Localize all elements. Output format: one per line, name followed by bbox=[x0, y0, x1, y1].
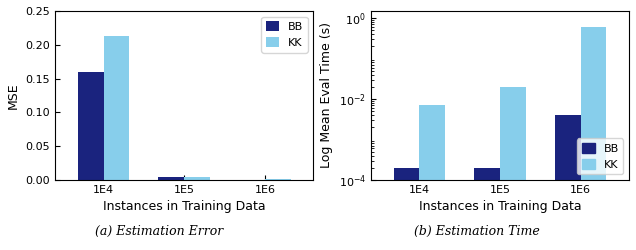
Text: (b) Estimation Time: (b) Estimation Time bbox=[414, 225, 540, 238]
Legend: BB, KK: BB, KK bbox=[261, 16, 308, 52]
Bar bbox=[104, 36, 129, 180]
Y-axis label: MSE: MSE bbox=[7, 82, 20, 109]
Bar bbox=[474, 18, 500, 168]
Bar bbox=[419, 18, 445, 105]
Bar bbox=[394, 18, 419, 180]
Bar bbox=[581, 24, 607, 180]
Bar bbox=[158, 177, 184, 180]
Bar bbox=[265, 179, 291, 180]
Bar bbox=[500, 18, 526, 87]
Bar bbox=[419, 18, 445, 180]
X-axis label: Instances in Training Data: Instances in Training Data bbox=[418, 200, 581, 213]
Bar bbox=[555, 18, 581, 180]
Legend: BB, KK: BB, KK bbox=[577, 138, 623, 174]
Bar bbox=[394, 18, 419, 168]
Bar bbox=[500, 18, 526, 180]
Y-axis label: Log Mean Eval Time (s): Log Mean Eval Time (s) bbox=[320, 22, 333, 169]
X-axis label: Instances in Training Data: Instances in Training Data bbox=[103, 200, 265, 213]
Bar bbox=[555, 18, 581, 115]
Bar bbox=[78, 72, 104, 180]
Bar bbox=[184, 176, 210, 180]
Text: (a) Estimation Error: (a) Estimation Error bbox=[95, 225, 223, 238]
Bar bbox=[474, 18, 500, 180]
Bar bbox=[581, 24, 607, 27]
